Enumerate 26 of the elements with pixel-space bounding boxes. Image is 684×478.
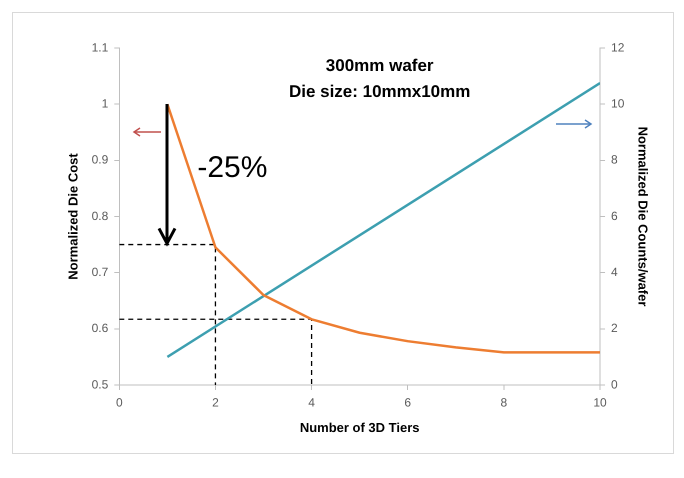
x-tick-label: 6 [404, 396, 412, 410]
y-tick-label: 0.6 [92, 321, 109, 336]
y2-tick-label: 6 [611, 208, 618, 223]
x-tick-label: 0 [116, 396, 123, 410]
text: Die size: 10mmx10mm [288, 82, 470, 102]
y2-tick-label: 10 [611, 96, 625, 110]
y-tick-label: 1 [102, 96, 109, 110]
y-tick-label: 0.9 [92, 152, 109, 167]
y2-tick-label: 4 [611, 264, 618, 279]
y2-tick-label: 12 [611, 40, 625, 54]
annotation: -25% [197, 151, 268, 186]
y2-axis-title: Normalized Die Counts/wafer [636, 126, 651, 306]
y-tick-label: 0.8 [92, 208, 109, 223]
x-tick-label: 8 [500, 396, 508, 410]
x-axis-title: Number of 3D Tiers [300, 420, 420, 435]
y-tick-label: 0.5 [92, 377, 109, 392]
y-tick-label: 1.1 [92, 40, 109, 54]
x-tick-label: 10 [593, 396, 608, 410]
y2-tick-label: 0 [611, 377, 618, 392]
y-tick-label: 0.7 [92, 264, 109, 279]
y2-tick-label: 8 [611, 152, 618, 167]
text: 300mm wafer [326, 56, 434, 76]
y2-tick-label: 2 [611, 321, 618, 336]
y-axis-title: Normalized Die Cost [65, 152, 80, 280]
x-tick-label: 2 [212, 396, 220, 410]
x-tick-label: 4 [308, 396, 316, 410]
